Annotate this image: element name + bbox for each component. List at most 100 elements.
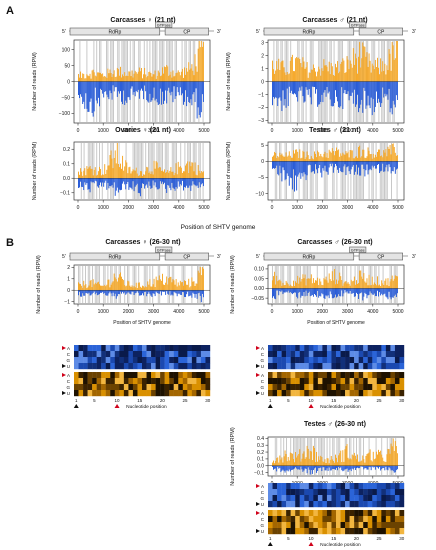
antisense-bar [293,288,294,294]
sense-bar [94,167,96,179]
antisense-heatmap-row-label: U [67,364,70,369]
sense-heatmap-cell [277,390,282,397]
sense-bar [320,281,322,289]
sense-heatmap-cell [317,528,323,535]
sense-bar [296,282,298,289]
sense-heatmap-cell [399,510,405,517]
antisense-heatmap-cell [304,495,309,502]
sense-heatmap-cell [331,390,337,397]
sense-bar [110,72,112,82]
x-tick-label: 3000 [148,128,159,134]
sense-heatmap-cell [390,528,396,535]
sense-bar [156,75,158,82]
sense-bar [131,285,133,291]
antisense-bar [288,161,290,186]
sense-heatmap-cell [394,510,400,517]
antisense-bar [89,178,91,193]
sense-bar [331,66,333,82]
sense-bar [87,75,89,82]
sense-bar [285,454,287,466]
antisense-bar [135,178,137,186]
antisense-heatmap-cell [390,357,396,364]
background-bar [184,143,186,199]
sense-bar [317,71,319,82]
sense-heatmap-cell [87,372,93,379]
sense-bar [126,75,128,82]
sense-bar [83,73,85,82]
sense-heatmap-cell [268,528,273,535]
sense-bar [343,154,345,162]
sense-heatmap-cell [326,378,332,385]
antisense-heatmap-cell [286,351,291,358]
antisense-bar [186,290,188,295]
sense-bar [384,63,386,82]
antisense-heatmap-cell [322,495,328,502]
antisense-bar [111,290,113,297]
antisense-bar [100,178,101,183]
antisense-bar [160,178,162,184]
chart-b1: Carcasses ♀ (26-30 nt)0 1000 2000 3000 4000 5… [36,239,211,326]
sense-heatmap-cell [83,390,88,397]
antisense-bar [277,81,279,106]
sense-heatmap-cell [105,372,111,379]
antisense-heatmap-cell [281,483,287,490]
sense-heatmap-cell [308,510,314,517]
chart-title: Ovaries ♀ (21 nt) [115,127,171,134]
sense-bar [309,450,311,466]
red-marker-icon [256,484,260,488]
antisense-bar [312,81,314,87]
antisense-bar [364,465,366,469]
antisense-heatmap-cell [363,489,368,496]
sense-heatmap-cell [268,390,273,397]
antisense-heatmap-cell [277,495,282,502]
sense-heatmap-cell [119,390,125,397]
sense-bar [280,62,282,82]
background-bar [274,143,276,199]
antisense-bar [339,161,341,168]
sense-bar [170,276,172,291]
sense-bar [82,287,84,291]
sense-bar [175,73,177,82]
antisense-bar [364,288,366,293]
sense-bar [378,285,379,289]
antisense-heatmap-cell [182,357,188,364]
sense-bar [171,282,173,291]
background-bar [309,143,311,199]
sense-bar [111,76,113,82]
sense-bar [346,444,348,466]
sense-bar [301,458,303,466]
sense-heatmap-cell [178,384,183,391]
antisense-bar [323,161,325,171]
antisense-heatmap-cell [128,357,134,364]
antisense-bar [150,178,152,189]
cp-label: CP [377,255,385,261]
antisense-bar [314,161,315,174]
sense-bar [100,285,101,291]
background-bar [342,266,343,303]
sense-bar [148,284,150,291]
antisense-bar [159,81,161,89]
sense-bar [350,150,352,162]
antisense-heatmap-cell [114,357,120,364]
sense-bar [293,458,294,466]
antisense-bar [118,178,120,190]
sense-heatmap-cell [399,378,405,385]
cp-label: CP [377,30,385,36]
antisense-heatmap-cell [83,345,88,352]
antisense-heatmap-row-label: A [67,346,70,351]
sense-heatmap-cell [322,372,328,379]
antisense-bar [341,161,343,173]
antisense-bar [276,465,278,472]
sense-bar [163,284,164,291]
sense-bar [135,282,137,291]
sense-bar [282,60,284,82]
sense-heatmap-cell [308,390,314,397]
antisense-bar [154,290,156,297]
sense-heatmap-cell [345,510,350,517]
sense-bar [86,74,88,82]
sense-heatmap-cell [142,384,147,391]
antisense-bar [115,178,117,191]
sense-bar [302,274,304,289]
sense-bar [133,285,135,291]
antisense-heatmap-cell [381,351,387,358]
